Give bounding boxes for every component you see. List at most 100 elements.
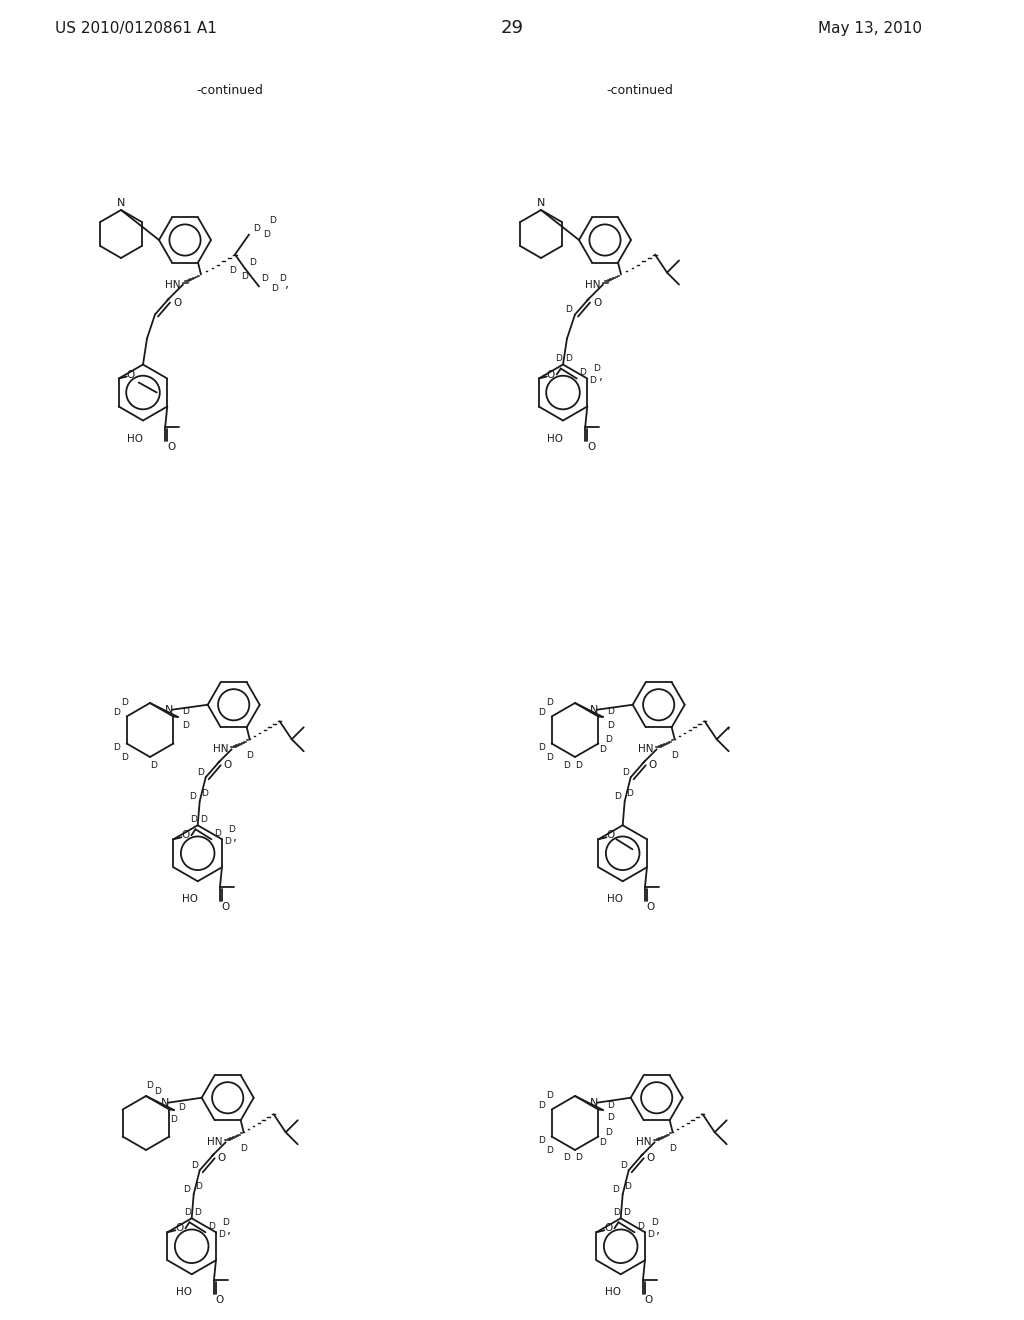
Text: O: O (216, 1295, 224, 1305)
Text: D: D (280, 275, 287, 282)
Text: D: D (599, 744, 606, 754)
Text: HN: HN (213, 744, 228, 754)
Text: D: D (190, 814, 197, 824)
Text: D: D (178, 1102, 185, 1111)
Text: D: D (254, 224, 260, 234)
Text: D: D (575, 760, 583, 770)
Text: D: D (614, 792, 622, 801)
Text: O: O (222, 903, 230, 912)
Text: HO: HO (547, 433, 563, 444)
Text: HN: HN (585, 280, 600, 289)
Text: D: D (224, 837, 230, 846)
Text: N: N (537, 198, 545, 209)
Text: O: O (587, 441, 595, 451)
Text: HN: HN (165, 280, 180, 289)
Text: D: D (612, 1185, 620, 1193)
Text: D: D (607, 1101, 614, 1110)
Text: O: O (167, 441, 175, 451)
Text: D: D (580, 368, 586, 378)
Text: D: D (625, 1181, 631, 1191)
Text: D: D (218, 1230, 225, 1238)
Text: D: D (269, 216, 276, 224)
Text: D: D (263, 230, 270, 239)
Text: D: D (539, 1101, 545, 1110)
Text: ,: , (233, 830, 238, 843)
Text: D: D (121, 752, 128, 762)
Text: O: O (223, 760, 231, 771)
Text: N: N (590, 705, 598, 714)
Text: HO: HO (605, 1287, 621, 1298)
Text: D: D (651, 1218, 657, 1226)
Text: D: D (621, 1160, 627, 1170)
Text: D: D (637, 1222, 644, 1230)
Text: US 2010/0120861 A1: US 2010/0120861 A1 (55, 21, 217, 36)
Text: D: D (189, 792, 197, 801)
Text: D: D (539, 708, 545, 717)
Text: D: D (202, 789, 208, 797)
Text: D: D (546, 752, 553, 762)
Text: D: D (146, 1081, 154, 1090)
Text: O: O (547, 370, 555, 380)
Text: D: D (242, 272, 249, 281)
Text: D: D (121, 698, 128, 708)
Text: D: D (539, 743, 545, 752)
Text: D: D (670, 1143, 676, 1152)
Text: O: O (648, 760, 656, 771)
Text: O: O (175, 1224, 183, 1233)
Text: D: D (599, 1138, 606, 1147)
Text: D: D (607, 1114, 614, 1122)
Text: D: D (590, 376, 596, 385)
Text: D: D (170, 1115, 177, 1125)
Text: HO: HO (607, 894, 623, 904)
Text: D: D (182, 708, 189, 717)
Text: ,: , (727, 719, 731, 731)
Text: D: D (114, 743, 120, 752)
Text: D: D (623, 768, 629, 776)
Text: D: D (228, 825, 234, 834)
Text: O: O (593, 297, 601, 308)
Text: D: D (607, 708, 614, 717)
Text: D: D (563, 760, 570, 770)
Text: D: D (241, 1143, 247, 1152)
Text: D: D (623, 1208, 630, 1217)
Text: D: D (250, 257, 256, 267)
Text: D: D (271, 284, 279, 293)
Text: D: D (151, 760, 158, 770)
Text: O: O (181, 830, 189, 841)
Text: O: O (606, 830, 614, 841)
Text: D: D (546, 1146, 553, 1155)
Text: D: D (229, 267, 237, 275)
Text: D: D (672, 751, 678, 760)
Text: D: D (575, 1154, 583, 1163)
Text: D: D (647, 1230, 654, 1238)
Text: O: O (645, 1295, 653, 1305)
Text: HN: HN (207, 1138, 222, 1147)
Text: D: D (155, 1088, 162, 1097)
Text: ,: , (285, 279, 289, 290)
Text: D: D (114, 708, 120, 717)
Text: -continued: -continued (606, 83, 674, 96)
Text: D: D (593, 364, 600, 374)
Text: HN: HN (636, 1138, 651, 1147)
Text: D: D (182, 721, 189, 730)
Text: D: D (196, 1181, 202, 1191)
Text: D: D (261, 275, 268, 282)
Text: ,: , (599, 370, 603, 383)
Text: D: D (539, 1137, 545, 1144)
Text: O: O (127, 370, 135, 380)
Text: O: O (646, 1154, 654, 1163)
Text: D: D (214, 829, 221, 838)
Text: D: D (200, 814, 207, 824)
Text: HO: HO (176, 1287, 191, 1298)
Text: May 13, 2010: May 13, 2010 (818, 21, 922, 36)
Text: O: O (604, 1224, 612, 1233)
Text: D: D (184, 1208, 190, 1217)
Text: D: D (546, 698, 553, 708)
Text: O: O (647, 903, 655, 912)
Text: D: D (613, 1208, 620, 1217)
Text: D: D (208, 1222, 215, 1230)
Text: 29: 29 (501, 18, 523, 37)
Text: D: D (194, 1208, 201, 1217)
Text: D: D (607, 721, 614, 730)
Text: D: D (555, 354, 562, 363)
